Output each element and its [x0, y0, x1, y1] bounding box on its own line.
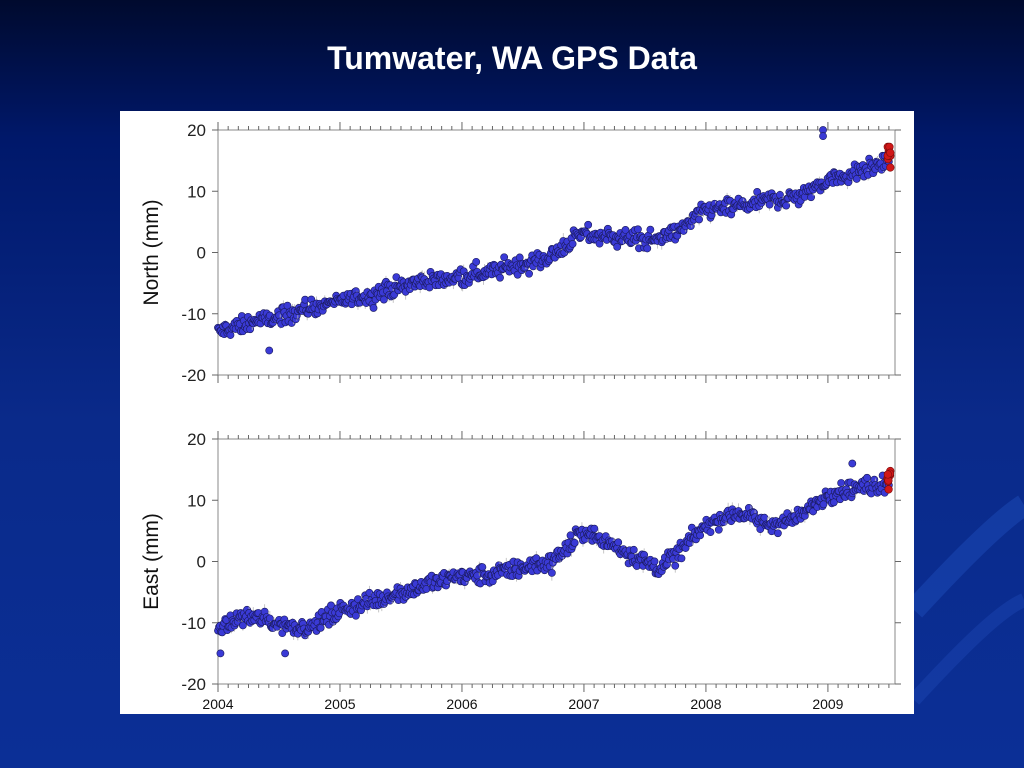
y-axis-label: North (mm) [140, 199, 163, 305]
outlier-point [216, 649, 225, 658]
gps-chart-figure: -20 -10 0 10 20 North (mm) -20 -10 0 10 20 East (mm… [120, 111, 914, 714]
data-point [671, 561, 680, 570]
y-tick-label: 20 [187, 121, 206, 140]
latest-point [884, 485, 893, 494]
latest-point [886, 148, 895, 157]
data-point [570, 538, 579, 547]
x-tick-label: 2005 [324, 696, 355, 712]
data-point [706, 528, 715, 537]
latest-point [883, 470, 892, 479]
data-point [650, 557, 659, 566]
gps-time-series-plots: -20 -10 0 10 20 North (mm) -20 -10 0 10 20 East (mm… [140, 121, 901, 712]
data-point [837, 479, 846, 487]
data-point [629, 545, 638, 554]
y-tick-label: -10 [181, 305, 206, 324]
data-point [863, 473, 871, 482]
data-point [568, 239, 577, 248]
data-point [621, 226, 630, 234]
data-point [316, 623, 325, 632]
data-point [634, 225, 642, 234]
data-points-east [214, 459, 895, 658]
x-tick-label: 2004 [202, 696, 233, 712]
data-point [819, 500, 828, 509]
data-point [714, 525, 723, 534]
data-point [369, 304, 378, 312]
x-tick-label: 2006 [446, 696, 477, 712]
data-point [478, 563, 487, 572]
data-point [500, 253, 509, 262]
data-point [643, 244, 652, 253]
y-tick-label: 20 [187, 430, 206, 449]
outlier-point [848, 459, 857, 468]
data-point [760, 513, 769, 522]
data-point [547, 568, 556, 577]
outlier-point [265, 346, 274, 355]
data-point [566, 531, 575, 540]
x-tick-label: 2007 [568, 696, 599, 712]
data-point [472, 257, 481, 266]
data-point [590, 524, 599, 533]
y-tick-label: 0 [197, 244, 206, 263]
x-tick-label: 2008 [690, 696, 721, 712]
y-tick-label: -20 [181, 675, 206, 694]
data-point [852, 175, 861, 183]
data-point [584, 220, 593, 229]
data-point [226, 331, 235, 339]
x-tick-label: 2009 [812, 696, 843, 712]
data-point [265, 614, 274, 623]
latest-point [886, 163, 895, 172]
data-point [379, 295, 388, 304]
y-axis-label: East (mm) [140, 513, 163, 610]
chart-panel-north: -20 -10 0 10 20 North (mm) [140, 121, 901, 385]
data-point [773, 529, 782, 538]
data-point [238, 621, 247, 630]
data-point [496, 273, 504, 282]
data-point [696, 531, 705, 540]
y-tick-label: -20 [181, 366, 206, 385]
y-tick-label: 0 [197, 553, 206, 572]
outlier-point [819, 132, 827, 141]
slide-title: Tumwater, WA GPS Data [327, 40, 697, 76]
data-point [695, 215, 703, 224]
data-point [646, 225, 655, 234]
data-point [807, 193, 815, 202]
data-points-north [214, 126, 895, 355]
data-point [525, 269, 533, 278]
chart-panel-east: -20 -10 0 10 20 East (mm) 2004 2005 2006 2007 2008… [140, 430, 901, 712]
data-point [677, 554, 686, 563]
data-point [422, 585, 431, 593]
y-tick-label: 10 [187, 182, 206, 201]
data-point [765, 200, 774, 209]
y-tick-label: 10 [187, 491, 206, 510]
y-tick-label: -10 [181, 614, 206, 633]
data-point [782, 201, 791, 210]
data-point [352, 611, 360, 620]
outlier-point [281, 649, 289, 658]
data-point [614, 538, 623, 547]
data-point [613, 242, 622, 251]
